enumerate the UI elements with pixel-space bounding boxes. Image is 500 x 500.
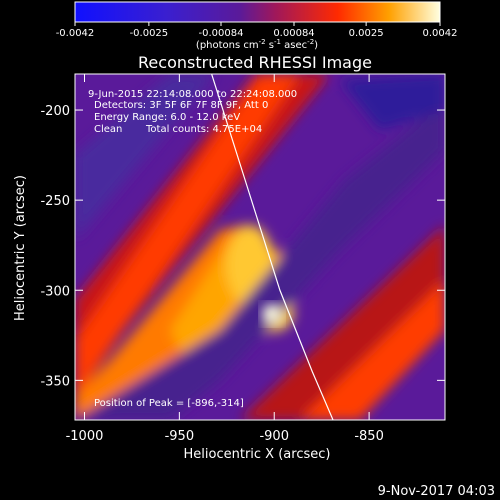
colorbar-tick-label: 0.0042: [423, 28, 458, 39]
y-tick-label: -250: [40, 194, 70, 209]
x-tick-label: -900: [259, 429, 289, 444]
info-line-energy: Energy Range: 6.0 - 12.0 keV: [94, 112, 240, 123]
info-line-clean: Clean: [94, 124, 122, 135]
heatmap-image: [75, 74, 445, 420]
x-tick-label: -850: [354, 429, 384, 444]
footer-timestamp: 9-Nov-2017 04:03: [378, 484, 495, 499]
info-line-detectors: Detectors: 3F 5F 6F 7F 8F 9F, Att 0: [94, 100, 268, 111]
colorbar-unit-label: (photons cm-2 s-1 asec-2): [196, 38, 318, 51]
colorbar: [75, 2, 440, 22]
x-tick-label: -1000: [66, 429, 104, 444]
x-axis-label: Heliocentric X (arcsec): [184, 447, 331, 462]
chart-title: Reconstructed RHESSI Image: [138, 53, 372, 72]
colorbar-frame: [74, 1, 441, 23]
info-line-time: 9-Jun-2015 22:14:08.000 to 22:24:08.000: [88, 89, 297, 100]
colorbar-tick-label: 0.0025: [349, 28, 384, 39]
colorbar-tick-label: -0.0025: [130, 28, 169, 39]
peak-position-label: Position of Peak = [-896,-314]: [94, 398, 244, 409]
solar-limb-line: [211, 74, 334, 420]
colorbar-ticks: -0.0042 -0.0025 -0.00084 0.00084 0.0025 0.004…: [56, 22, 458, 39]
info-line-total-counts: Total counts: 4.75E+04: [145, 124, 262, 135]
y-tick-label: -200: [40, 104, 70, 119]
colorbar-tick-label: -0.00084: [199, 28, 244, 39]
x-tick-label: -950: [165, 429, 195, 444]
colorbar-tick-label: 0.00084: [273, 28, 314, 39]
colorbar-tick-label: -0.0042: [56, 28, 95, 39]
y-tick-label: -300: [40, 284, 70, 299]
axis-ticks: -1000 -950 -900 -850 -200 -250 -300 -350: [40, 74, 445, 444]
y-axis-label: Heliocentric Y (arcsec): [13, 175, 28, 321]
y-tick-label: -350: [40, 374, 70, 389]
plot-frame: [74, 73, 446, 421]
